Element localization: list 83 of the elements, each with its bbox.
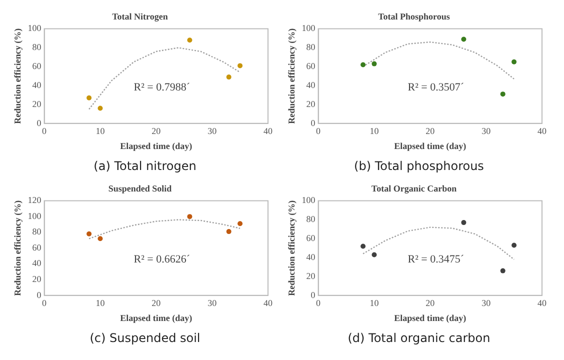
- line-series: [88, 47, 241, 110]
- y-tick-label: 20: [32, 98, 42, 109]
- point: [238, 63, 243, 68]
- x-axis-title: Elapsed time (day): [120, 140, 192, 151]
- x-tick-label: 20: [152, 298, 162, 308]
- y-tick-label: 60: [32, 242, 42, 252]
- point: [461, 220, 466, 226]
- x-tick-label: 20: [152, 126, 162, 136]
- x-tick-label: 40: [538, 298, 547, 308]
- annotation: R² = 0.3507´: [408, 81, 464, 94]
- point: [360, 62, 366, 68]
- x-tick-label: 30: [208, 126, 218, 136]
- y-tick-label: 40: [32, 258, 42, 268]
- point: [372, 61, 377, 66]
- y-tick-label: 40: [306, 252, 316, 262]
- point: [238, 221, 243, 226]
- y-tick-label: 60: [306, 61, 316, 71]
- y-tick-label: 100: [28, 23, 42, 34]
- y-tick-label: 0: [310, 290, 316, 300]
- text: (a) Total nitrogen: [92, 159, 198, 173]
- point: [86, 231, 92, 236]
- annotation: R² = 0.7988´: [134, 81, 190, 94]
- y-tick-label: 20: [306, 98, 316, 109]
- y-tick-label: 20: [32, 274, 42, 284]
- y-axis-title: Reduction efficiency (%): [286, 200, 297, 296]
- x-tick-label: 30: [208, 298, 218, 308]
- y-tick-label: 100: [28, 210, 42, 221]
- x-tick-label: 30: [482, 126, 492, 136]
- y-axis-title: Reduction efficiency (%): [12, 28, 23, 124]
- point: [512, 59, 517, 64]
- point: [98, 106, 103, 111]
- point: [187, 214, 192, 220]
- x-axis-title: Elapsed time (day): [394, 140, 466, 151]
- point: [360, 244, 366, 249]
- chart-title: Total Phosphorous: [378, 12, 450, 22]
- point: [500, 92, 506, 97]
- point: [372, 252, 377, 258]
- x-tick-label: 10: [370, 298, 380, 308]
- point: [98, 236, 103, 242]
- y-tick-label: 80: [32, 226, 42, 237]
- y-tick-label: 40: [306, 80, 316, 90]
- y-tick-label: 60: [32, 61, 42, 71]
- point: [512, 242, 517, 248]
- y-tick-label: 0: [36, 290, 42, 300]
- text: (b) Total phosphorous: [353, 159, 485, 173]
- x-axis-title: Elapsed time (day): [120, 312, 192, 323]
- x-tick-label: 40: [264, 298, 273, 308]
- x-tick-label: 40: [538, 126, 547, 136]
- x-tick-label: 10: [96, 298, 106, 308]
- y-tick-label: 0: [310, 118, 316, 128]
- annotation: R² = 0.3475´: [408, 253, 464, 266]
- text: (d) Total organic carbon: [346, 331, 492, 345]
- y-tick-label: 0: [36, 118, 42, 128]
- annotation: R² = 0.6626´: [134, 253, 190, 266]
- x-tick-label: 20: [426, 298, 436, 308]
- chart-title: Total Organic Carbon: [371, 184, 457, 194]
- x-tick-label: 10: [96, 126, 106, 136]
- point: [461, 36, 466, 42]
- y-axis-title: Reduction efficiency (%): [286, 28, 297, 124]
- point: [226, 229, 232, 234]
- y-tick-label: 20: [306, 270, 316, 281]
- point: [500, 268, 506, 274]
- x-tick-label: 30: [482, 298, 492, 308]
- y-tick-label: 100: [302, 23, 316, 34]
- point: [86, 95, 92, 100]
- point: [226, 74, 232, 80]
- y-tick-label: 40: [32, 80, 42, 90]
- point: [187, 38, 192, 43]
- y-axis-title: Reduction efficiency (%): [12, 200, 23, 296]
- x-tick-label: 40: [264, 126, 273, 136]
- chart-title: Total Nitrogen: [112, 12, 168, 22]
- line-series: [88, 219, 241, 240]
- text: (c) Suspended soil: [88, 331, 202, 345]
- x-tick-label: 10: [370, 126, 380, 136]
- y-tick-label: 80: [306, 42, 316, 52]
- y-tick-label: 80: [306, 214, 316, 224]
- x-tick-label: 20: [426, 126, 436, 136]
- y-tick-label: 100: [302, 195, 316, 206]
- y-tick-label: 120: [28, 195, 42, 206]
- chart-title: Suspended Solid: [108, 184, 172, 194]
- x-axis-title: Elapsed time (day): [394, 312, 466, 323]
- y-tick-label: 60: [306, 233, 316, 243]
- y-tick-label: 80: [32, 42, 42, 52]
